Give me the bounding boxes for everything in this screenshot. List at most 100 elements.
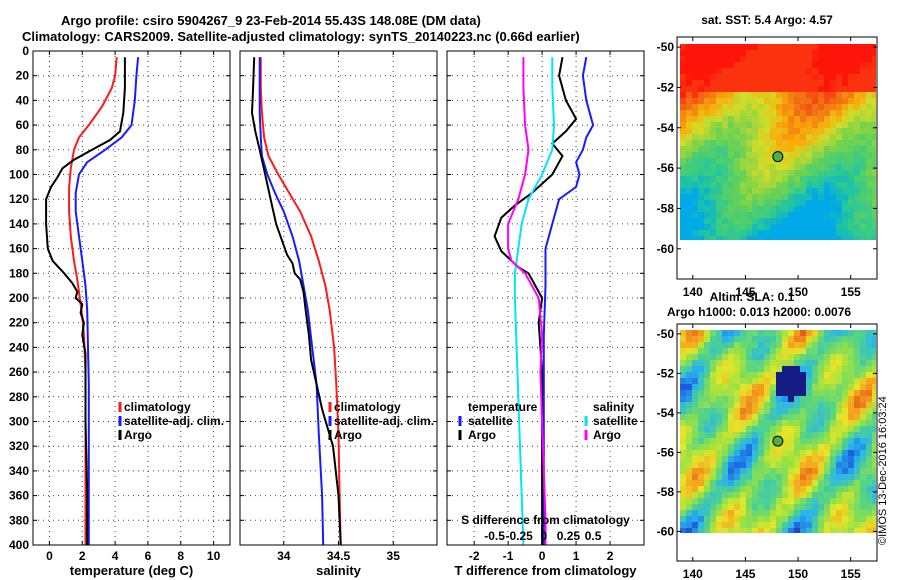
- map-pixel: [800, 450, 806, 456]
- map-pixel: [806, 366, 812, 372]
- map-pixel: [758, 330, 764, 336]
- map-pixel: [860, 104, 866, 110]
- map-pixel: [776, 456, 782, 462]
- map-pixel: [704, 158, 710, 164]
- map-pixel: [728, 140, 734, 146]
- map-pixel: [836, 122, 842, 128]
- map-pixel: [812, 62, 818, 68]
- map-pixel: [830, 104, 836, 110]
- map-pixel: [776, 164, 782, 170]
- map-pixel: [758, 236, 764, 240]
- map-pixel: [704, 408, 710, 414]
- map-pixel: [722, 390, 728, 396]
- map-pixel: [782, 384, 788, 390]
- map-pixel: [686, 390, 692, 396]
- map-pixel: [806, 50, 812, 56]
- map-pixel: [698, 462, 704, 468]
- map-pixel: [836, 92, 842, 98]
- map-x-tick-label: 155: [841, 285, 861, 299]
- map-pixel: [746, 468, 752, 474]
- y-tick-label: 160: [9, 242, 29, 256]
- map-pixel: [752, 372, 758, 378]
- map-pixel: [746, 158, 752, 164]
- map-pixel: [752, 194, 758, 200]
- map-pixel: [818, 92, 824, 98]
- map-pixel: [860, 492, 866, 498]
- map-pixel: [794, 218, 800, 224]
- map-pixel: [728, 128, 734, 134]
- map-pixel: [794, 342, 800, 348]
- x-tick-label: 0: [539, 549, 546, 563]
- map-pixel: [764, 426, 770, 432]
- map-pixel: [818, 528, 824, 533]
- map-pixel: [692, 80, 698, 86]
- map-pixel: [866, 396, 872, 402]
- map-pixel: [752, 348, 758, 354]
- map-pixel: [812, 122, 818, 128]
- map-pixel: [860, 402, 866, 408]
- map-pixel: [716, 492, 722, 498]
- map-pixel: [788, 152, 794, 158]
- map-pixel: [770, 330, 776, 336]
- map-pixel: [686, 236, 692, 240]
- map-pixel: [806, 510, 812, 516]
- y-tick-label: 100: [9, 168, 29, 182]
- map-pixel: [746, 378, 752, 384]
- map-pixel: [770, 134, 776, 140]
- map-pixel: [734, 528, 740, 533]
- map-pixel: [728, 378, 734, 384]
- map-pixel: [854, 176, 860, 182]
- map-pixel: [842, 182, 848, 188]
- map-pixel: [764, 390, 770, 396]
- map-pixel: [740, 104, 746, 110]
- map-pixel: [788, 92, 794, 98]
- y-tick-label: 380: [9, 513, 29, 527]
- map-pixel: [860, 336, 866, 342]
- map-pixel: [818, 504, 824, 510]
- map-pixel: [740, 474, 746, 480]
- map-pixel: [830, 492, 836, 498]
- map-pixel: [842, 438, 848, 444]
- map-pixel: [680, 414, 686, 420]
- map-pixel: [872, 456, 876, 462]
- map-pixel: [794, 462, 800, 468]
- map-pixel: [710, 68, 716, 74]
- map-pixel: [800, 408, 806, 414]
- map-pixel: [746, 450, 752, 456]
- map-pixel: [812, 158, 818, 164]
- map-pixel: [698, 372, 704, 378]
- map-pixel: [686, 200, 692, 206]
- map-pixel: [710, 462, 716, 468]
- map-pixel: [746, 330, 752, 336]
- map-pixel: [710, 122, 716, 128]
- map-pixel: [764, 218, 770, 224]
- map-pixel: [800, 128, 806, 134]
- map-pixel: [728, 194, 734, 200]
- map-pixel: [752, 336, 758, 342]
- map-pixel: [842, 50, 848, 56]
- map-pixel: [854, 504, 860, 510]
- map-pixel: [692, 342, 698, 348]
- map-pixel: [812, 426, 818, 432]
- map-pixel: [734, 140, 740, 146]
- map-pixel: [758, 134, 764, 140]
- map-pixel: [770, 378, 776, 384]
- map-pixel: [716, 152, 722, 158]
- map-pixel: [794, 62, 800, 68]
- map-pixel: [788, 104, 794, 110]
- map-pixel: [788, 56, 794, 62]
- map-pixel: [746, 366, 752, 372]
- map-pixel: [866, 152, 872, 158]
- map-pixel: [872, 86, 876, 92]
- map-pixel: [776, 98, 782, 104]
- map-pixel: [812, 414, 818, 420]
- map-pixel: [758, 480, 764, 486]
- map-pixel: [836, 492, 842, 498]
- map-pixel: [782, 522, 788, 528]
- map-pixel: [842, 236, 848, 240]
- map-pixel: [722, 116, 728, 122]
- map-pixel: [812, 438, 818, 444]
- map-pixel: [746, 68, 752, 74]
- map-pixel: [722, 110, 728, 116]
- map-pixel: [680, 360, 686, 366]
